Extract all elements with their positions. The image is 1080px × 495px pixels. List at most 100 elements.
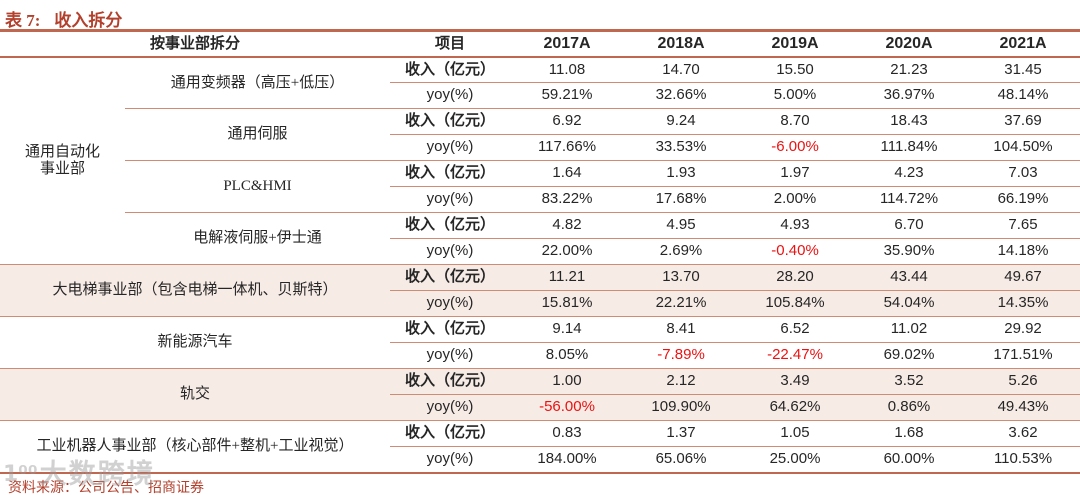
yoy-value: 184.00% — [510, 446, 625, 473]
yoy-value: 111.84% — [852, 134, 967, 161]
revenue-value: 4.82 — [510, 212, 625, 239]
yoy-value: 54.04% — [852, 290, 967, 317]
yoy-value: 22.00% — [510, 238, 625, 265]
table-row: yoy(%) 15.81% 22.21% 105.84% 54.04% 14.3… — [0, 290, 1080, 317]
yoy-value: 104.50% — [966, 134, 1080, 161]
row-label-revenue: 收入（亿元） — [390, 108, 511, 135]
revenue-value: 6.92 — [510, 108, 625, 135]
revenue-value: 1.68 — [852, 420, 967, 447]
table-row: 通用伺服 收入（亿元） 6.92 9.24 8.70 18.43 37.69 — [0, 108, 1080, 161]
yoy-value: 66.19% — [966, 186, 1080, 213]
column-header-division: 按事业部拆分 — [0, 30, 391, 58]
revenue-value: 11.02 — [852, 316, 967, 343]
yoy-value: 15.81% — [510, 290, 625, 317]
revenue-value: 31.45 — [966, 56, 1080, 83]
yoy-value: 59.21% — [510, 82, 625, 109]
row-label-revenue: 收入（亿元） — [390, 212, 511, 239]
row-label-yoy: yoy(%) — [390, 186, 511, 213]
subdivision-name: 通用伺服 — [125, 108, 391, 161]
table-row: 新能源汽车 收入（亿元） 9.14 8.41 6.52 11.02 29.92 — [0, 316, 1080, 369]
revenue-value: 9.24 — [624, 108, 739, 135]
division-name: 新能源汽车 — [0, 316, 391, 369]
revenue-value: 18.43 — [852, 108, 967, 135]
revenue-value: 15.50 — [738, 56, 853, 83]
yoy-value: 49.43% — [966, 394, 1080, 421]
header-row: 按事业部拆分 项目 2017A 2018A 2019A 2020A 2021A — [0, 30, 1080, 58]
row-label-revenue: 收入（亿元） — [390, 316, 511, 343]
revenue-value: 43.44 — [852, 264, 967, 291]
revenue-value: 13.70 — [624, 264, 739, 291]
yoy-value: 105.84% — [738, 290, 853, 317]
yoy-value: 110.53% — [966, 446, 1080, 473]
table-title: 表 7: 收入拆分 — [0, 0, 1080, 30]
column-header-year: 2018A — [624, 30, 739, 58]
yoy-value: 32.66% — [624, 82, 739, 109]
revenue-value: 1.00 — [510, 368, 625, 395]
column-header-item: 项目 — [390, 30, 511, 58]
revenue-value: 1.05 — [738, 420, 853, 447]
row-label-yoy: yoy(%) — [390, 290, 511, 317]
division-name: 轨交 — [0, 368, 391, 421]
yoy-value: 83.22% — [510, 186, 625, 213]
table-row: yoy(%) 83.22% 17.68% 2.00% 114.72% 66.19… — [0, 186, 1080, 213]
yoy-value: 60.00% — [852, 446, 967, 473]
table-title-text: 收入拆分 — [54, 11, 123, 30]
row-label-revenue: 收入（亿元） — [390, 264, 511, 291]
revenue-value: 7.03 — [966, 160, 1080, 187]
yoy-value: 171.51% — [966, 342, 1080, 369]
column-header-year: 2017A — [510, 30, 625, 58]
subdivision-name: PLC&HMI — [125, 160, 391, 213]
revenue-value: 3.52 — [852, 368, 967, 395]
revenue-value: 5.26 — [966, 368, 1080, 395]
subdivision-name: 电解液伺服+伊士通 — [125, 212, 391, 265]
column-header-year: 2021A — [966, 30, 1080, 58]
revenue-value: 1.97 — [738, 160, 853, 187]
revenue-value: 6.52 — [738, 316, 853, 343]
table-row: yoy(%) 8.05% -7.89% -22.47% 69.02% 171.5… — [0, 342, 1080, 369]
revenue-value: 9.14 — [510, 316, 625, 343]
yoy-value: 117.66% — [510, 134, 625, 161]
yoy-value: -6.00% — [738, 134, 853, 161]
row-label-yoy: yoy(%) — [390, 82, 511, 109]
table-row: 大电梯事业部（包含电梯一体机、贝斯特） 收入（亿元） 11.21 13.70 2… — [0, 264, 1080, 317]
yoy-value: 5.00% — [738, 82, 853, 109]
row-label-yoy: yoy(%) — [390, 394, 511, 421]
revenue-value: 28.20 — [738, 264, 853, 291]
revenue-value: 2.12 — [624, 368, 739, 395]
yoy-value: 0.86% — [852, 394, 967, 421]
revenue-value: 1.37 — [624, 420, 739, 447]
table-row: 电解液伺服+伊士通 收入（亿元） 4.82 4.95 4.93 6.70 7.6… — [0, 212, 1080, 265]
revenue-value: 8.70 — [738, 108, 853, 135]
yoy-value: 17.68% — [624, 186, 739, 213]
yoy-value: 33.53% — [624, 134, 739, 161]
yoy-value: -0.40% — [738, 238, 853, 265]
row-label-yoy: yoy(%) — [390, 342, 511, 369]
yoy-value: 69.02% — [852, 342, 967, 369]
revenue-value: 29.92 — [966, 316, 1080, 343]
column-header-year: 2020A — [852, 30, 967, 58]
revenue-value: 49.67 — [966, 264, 1080, 291]
revenue-value: 0.83 — [510, 420, 625, 447]
yoy-value: 35.90% — [852, 238, 967, 265]
row-label-revenue: 收入（亿元） — [390, 56, 511, 83]
division-name: 通用自动化 事业部 — [0, 56, 125, 265]
yoy-value: 2.00% — [738, 186, 853, 213]
revenue-value: 3.49 — [738, 368, 853, 395]
row-label-revenue: 收入（亿元） — [390, 368, 511, 395]
yoy-value: 48.14% — [966, 82, 1080, 109]
table-row: PLC&HMI 收入（亿元） 1.64 1.93 1.97 4.23 7.03 — [0, 160, 1080, 213]
table-row: 通用自动化 事业部 通用变频器（高压+低压） 收入（亿元） 11.08 14.7… — [0, 56, 1080, 265]
row-label-yoy: yoy(%) — [390, 446, 511, 473]
table-row: yoy(%) -56.00% 109.90% 64.62% 0.86% 49.4… — [0, 394, 1080, 421]
revenue-value: 4.95 — [624, 212, 739, 239]
revenue-value: 4.93 — [738, 212, 853, 239]
revenue-value: 14.70 — [624, 56, 739, 83]
yoy-value: 65.06% — [624, 446, 739, 473]
row-label-yoy: yoy(%) — [390, 134, 511, 161]
table-number: 表 7: — [5, 11, 41, 30]
table-row: yoy(%) 22.00% 2.69% -0.40% 35.90% 14.18% — [0, 238, 1080, 265]
yoy-value: 36.97% — [852, 82, 967, 109]
revenue-value: 11.08 — [510, 56, 625, 83]
table-row: 轨交 收入（亿元） 1.00 2.12 3.49 3.52 5.26 — [0, 368, 1080, 421]
